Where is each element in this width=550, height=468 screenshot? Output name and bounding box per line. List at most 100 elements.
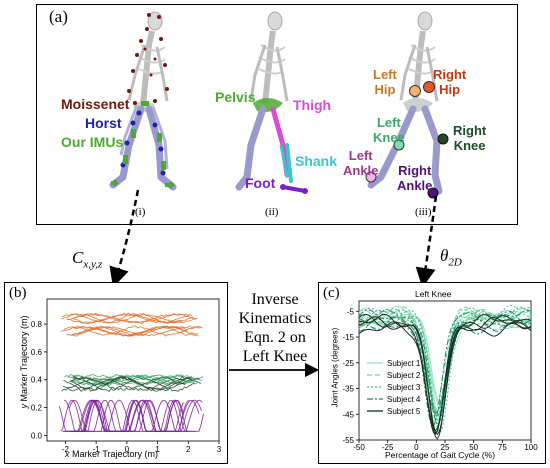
legend-label-c: Subject 5 <box>387 407 421 416</box>
x-tick-label-c: -50 <box>353 443 365 452</box>
angle-line-c <box>358 315 532 422</box>
center-text-line4: Left Knee <box>242 348 308 365</box>
right-arrow-label-main: θ <box>440 246 449 265</box>
panel-b-label: (b) <box>9 285 27 301</box>
legend-label-c: Subject 1 <box>387 359 421 368</box>
left-hip-line1: Left <box>373 67 397 82</box>
label-left-ankle: Left Ankle <box>343 148 378 178</box>
trajectory-line-b <box>63 325 203 337</box>
label-thigh: Thigh <box>293 97 332 113</box>
skeleton-iii <box>367 11 443 195</box>
panel-a-label: (a) <box>49 7 68 26</box>
angle-line-c <box>358 309 532 426</box>
trajectory-line-b <box>71 325 199 337</box>
right-dashed-arrow <box>415 195 438 288</box>
right-knee-line1: Right <box>453 123 487 138</box>
center-process-text: Inverse Kinematics Eqn. 2 on Left Knee <box>232 290 318 366</box>
y-tick-label-c: -25 <box>342 359 354 368</box>
sub-label-iii: (iii) <box>415 206 432 218</box>
plot-frame-b <box>46 298 220 442</box>
y-tick-label-b: 0.6 <box>31 348 43 357</box>
y-tick-label-c: -55 <box>342 436 354 445</box>
x-tick-label-c: 50 <box>469 443 478 452</box>
left-knee-line1: Left <box>376 115 401 130</box>
right-hip-line1: Right <box>433 67 467 82</box>
x-tick-label-b: 3 <box>217 445 222 454</box>
y-tick-label-c: -5 <box>347 307 355 316</box>
center-text-line2: Kinematics <box>238 310 312 327</box>
x-tick-label-c: 100 <box>524 443 538 452</box>
y-tick-label-b: 0.4 <box>31 376 43 385</box>
sub-label-i: (i) <box>135 206 146 218</box>
sub-label-ii: (ii) <box>265 206 279 218</box>
label-right-hip: Right Hip <box>433 67 466 97</box>
trajectory-line-b <box>69 374 203 386</box>
x-tick-label-b: 1 <box>155 445 160 454</box>
panel-b-xlabel-text: Marker Trajectory (m) <box>72 449 159 459</box>
left-hip-line2: Hip <box>374 82 396 97</box>
trajectory-line-b <box>63 376 192 392</box>
panel-b-xlabel-var: x <box>65 449 70 459</box>
y-tick-label-c: -45 <box>342 410 354 419</box>
angle-line-c <box>358 310 532 434</box>
left-ankle-marker <box>365 171 377 183</box>
x-tick-label-b: 2 <box>186 445 191 454</box>
panel-c-ylabel: Joint Angles (degrees) <box>330 327 340 408</box>
right-knee-marker <box>437 133 449 145</box>
left-arrow-label: Cx,y,z <box>72 248 102 270</box>
x-tick-label-c: 25 <box>441 443 450 452</box>
angle-line-c <box>358 306 532 413</box>
trajectory-line-b <box>70 376 186 391</box>
panel-b: (b) -2 -1 0 1 2 3 0.0 0.2 0.4 0.6 0.8 x Marker Tra… <box>4 282 228 464</box>
left-arrow-label-sub: x,y,z <box>83 258 103 271</box>
x-tick-label-b: -2 <box>62 445 70 454</box>
legend-horst: Horst <box>85 115 122 131</box>
trajectory-line-b <box>72 375 195 393</box>
panel-b-ylabel: y Marker Trajectory (m) <box>19 287 29 437</box>
legend-label-c: Subject 3 <box>387 383 421 392</box>
trajectory-chart: -2 -1 0 1 2 3 0.0 0.2 0.4 0.6 0.8 <box>31 298 222 454</box>
y-tick-label-b: 0.0 <box>31 431 43 440</box>
panel-a-figures <box>109 11 443 195</box>
left-hip-marker <box>409 85 421 97</box>
label-left-hip: Left Hip <box>373 67 397 97</box>
label-right-knee: Right Knee <box>453 123 486 153</box>
panel-c-label: (c) <box>323 285 340 301</box>
label-foot: Foot <box>245 175 276 191</box>
legend-moissenet: Moissenet <box>61 96 130 112</box>
legend-our-imus: Our IMUs <box>61 134 124 150</box>
label-right-ankle: Right Ankle <box>397 163 432 193</box>
y-tick-label-b: 0.8 <box>31 320 43 329</box>
panel-a: (a) <box>36 4 518 225</box>
angle-line-c <box>358 316 532 432</box>
center-text-line3: Eqn. 2 on <box>244 329 306 346</box>
panel-c-title: Left Knee <box>415 289 452 299</box>
panel-c-xlabel: Percentage of Gait Cycle (%) <box>385 450 496 460</box>
panel-b-ylabel-var: y <box>19 404 29 409</box>
right-ankle-marker <box>427 187 439 199</box>
trajectory-line-b <box>66 312 193 325</box>
center-text-line1: Inverse <box>251 291 299 308</box>
right-ankle-line1: Right <box>398 163 432 178</box>
left-arrow-label-main: C <box>72 248 84 267</box>
skeleton-ii <box>235 11 308 194</box>
left-knee-line2: Knee <box>373 130 405 145</box>
y-tick-label-b: 0.2 <box>31 404 43 413</box>
left-knee-marker <box>393 139 405 151</box>
panel-b-ylabel-text: Marker Trajectory (m) <box>19 315 29 402</box>
y-tick-label-c: -15 <box>342 333 354 342</box>
right-hip-marker <box>423 81 435 93</box>
y-tick-label-c: -35 <box>342 385 354 394</box>
trajectory-line-b <box>73 399 184 432</box>
joint-markers <box>365 81 449 199</box>
trajectory-line-b <box>72 312 193 324</box>
x-tick-label-c: 75 <box>498 443 507 452</box>
label-left-knee: Left Knee <box>373 115 405 145</box>
x-tick-label-b: -1 <box>93 445 101 454</box>
label-shank: Shank <box>295 153 338 169</box>
right-arrow-label-sub: 2D <box>448 256 462 269</box>
skeleton-i <box>109 11 177 191</box>
joint-angle-chart: -50 -25 0 25 50 75 100 -5 -15 -25 -35 -45 -55 Subject… <box>342 300 538 452</box>
trajectory-line-b <box>61 313 183 324</box>
